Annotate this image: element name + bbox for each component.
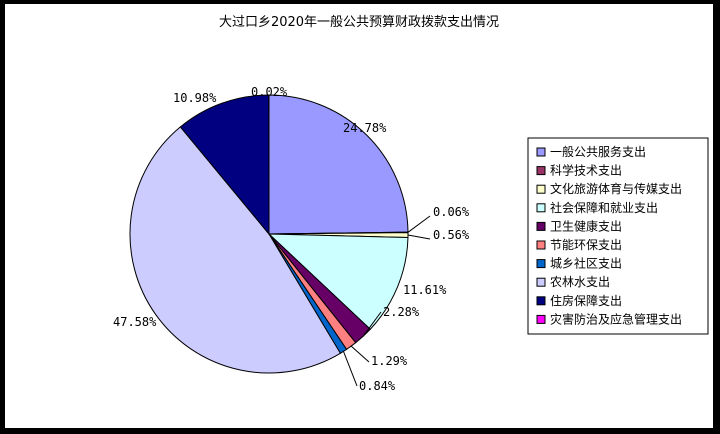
leader-line xyxy=(343,351,358,387)
legend-entry: 住房保障支出 xyxy=(550,293,622,308)
legend-entry: 科学技术支出 xyxy=(550,163,622,178)
data-label: 0.02% xyxy=(251,85,288,99)
pie-slice xyxy=(268,94,409,235)
legend-box xyxy=(527,137,709,335)
legend: 一般公共服务支出科学技术支出文化旅游体育与传媒支出社会保障和就业支出卫生健康支出… xyxy=(527,137,709,335)
legend-swatch xyxy=(536,314,546,324)
data-label: 0.06% xyxy=(433,205,470,219)
legend-swatch xyxy=(536,147,546,157)
leader-line xyxy=(362,311,382,337)
data-label: 10.98% xyxy=(173,91,217,105)
data-label: 0.56% xyxy=(433,228,470,242)
pie-slice xyxy=(129,126,342,374)
pie-chart: 大过口乡2020年一般公共预算财政拨款支出情况 24.78% 0.06% 0.56%… xyxy=(113,14,709,393)
data-label: 24.78% xyxy=(343,121,387,135)
legend-entry: 社会保障和就业支出 xyxy=(550,200,658,215)
legend-entry: 文化旅游体育与传媒支出 xyxy=(550,181,682,196)
chart-title: 大过口乡2020年一般公共预算财政拨款支出情况 xyxy=(219,14,499,30)
leader-line xyxy=(350,345,370,363)
pie-slice xyxy=(267,233,409,330)
legend-swatch xyxy=(536,259,546,269)
legend-entry: 农林水支出 xyxy=(550,275,610,289)
legend-swatch xyxy=(536,166,546,176)
leader-line xyxy=(407,234,431,240)
legend-swatch xyxy=(536,277,546,287)
data-label: 11.61% xyxy=(403,283,447,297)
legend-swatch xyxy=(536,203,546,213)
data-label: 47.58% xyxy=(113,315,157,329)
data-label: 0.84% xyxy=(359,379,396,393)
legend-swatch xyxy=(536,221,546,231)
legend-entry: 卫生健康支出 xyxy=(550,218,622,233)
legend-entry: 灾害防治及应急管理支出 xyxy=(550,311,682,326)
legend-entry: 城乡社区支出 xyxy=(550,256,622,271)
legend-swatch xyxy=(536,296,546,306)
leader-line xyxy=(407,215,431,233)
chart-frame: 大过口乡2020年一般公共预算财政拨款支出情况 24.78% 0.06% 0.56%… xyxy=(5,4,713,428)
data-label: 1.29% xyxy=(371,354,408,368)
legend-swatch xyxy=(536,184,546,194)
legend-entry: 节能环保支出 xyxy=(550,238,622,252)
legend-swatch xyxy=(536,240,546,250)
data-label: 2.28% xyxy=(383,305,420,319)
pie-slice xyxy=(179,94,270,236)
legend-entry: 一般公共服务支出 xyxy=(550,144,646,159)
